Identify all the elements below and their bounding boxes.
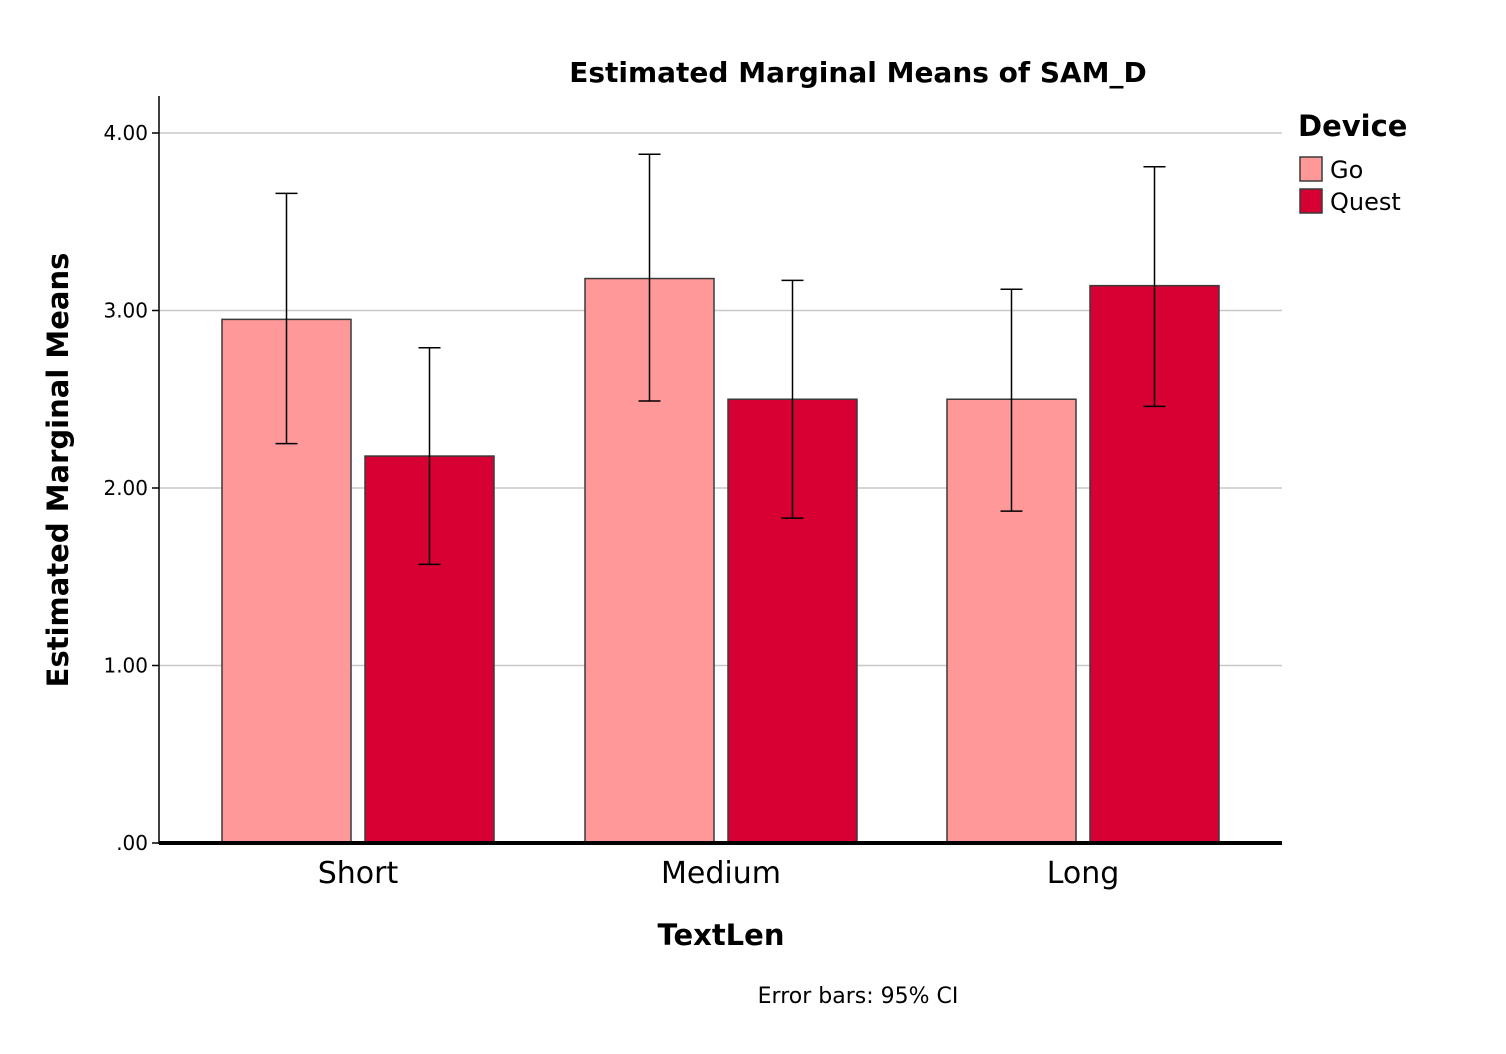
legend-title: Device [1298, 109, 1407, 143]
error-bar-go-medium [638, 153, 661, 402]
error-bars-note: Error bars: 95% CI [758, 984, 959, 1009]
legend-swatch-go [1299, 156, 1323, 182]
y-tick-label: 2.00 [103, 476, 148, 500]
y-axis-title: Estimated Marginal Means [41, 253, 75, 688]
y-tick-label: 3.00 [103, 299, 148, 323]
bars [221, 277, 1220, 844]
y-tick-label: .00 [116, 831, 148, 855]
legend-swatch-quest [1299, 188, 1323, 214]
chart-title: Estimated Marginal Means of SAM_D [569, 56, 1147, 89]
x-category-label: Medium [661, 856, 781, 891]
y-axis-ticks: .00 1.00 2.00 3.00 4.00 [103, 121, 159, 855]
legend-label-quest: Quest [1330, 188, 1401, 216]
legend-label-go: Go [1330, 156, 1363, 184]
error-bar-go-short [275, 192, 298, 445]
legend-items: Go Quest [1299, 156, 1401, 216]
x-category-label: Short [318, 856, 399, 891]
error-bars [275, 153, 1166, 566]
error-bar-quest-medium [781, 279, 804, 519]
y-tick-label: 1.00 [103, 654, 148, 678]
x-axis-categories: Short Medium Long [318, 856, 1120, 891]
error-bar-go-long [1000, 288, 1023, 512]
x-axis-title: TextLen [658, 918, 785, 952]
error-bar-quest-short [418, 347, 441, 566]
legend: Device Go Quest [1298, 109, 1407, 216]
x-category-label: Long [1047, 856, 1120, 891]
y-tick-label: 4.00 [103, 121, 148, 145]
error-bar-quest-long [1143, 165, 1166, 408]
